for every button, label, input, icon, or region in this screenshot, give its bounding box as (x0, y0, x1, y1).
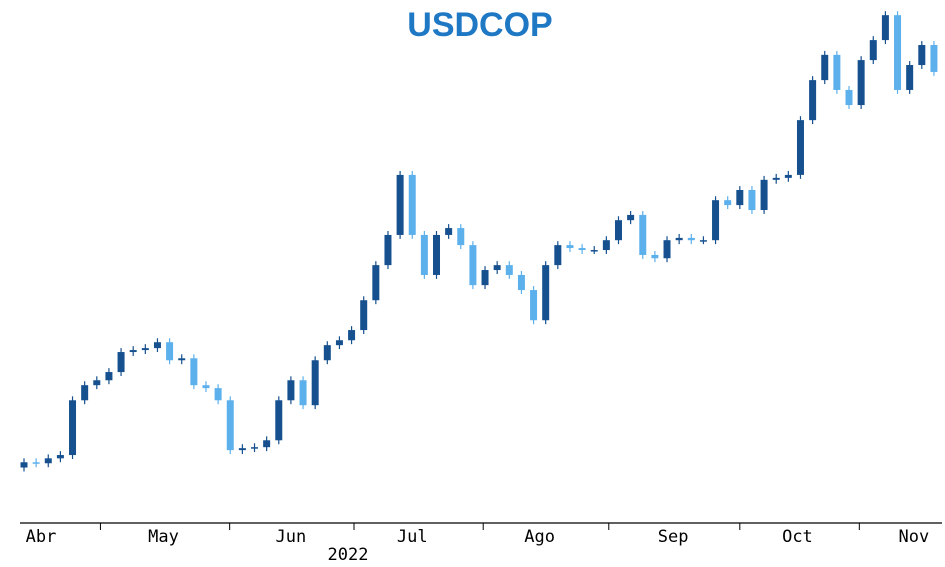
x-tick-label: May (148, 527, 179, 547)
candle-body (530, 290, 538, 321)
candle-body (469, 245, 477, 286)
x-tick-label: Jul (397, 527, 428, 547)
candle-body (178, 358, 186, 361)
candle-body (202, 385, 210, 389)
candle-body (554, 245, 562, 266)
candle-body (772, 177, 780, 180)
x-tick-label: Abr (26, 527, 57, 547)
candle-body (105, 372, 113, 381)
candle-body (639, 214, 647, 255)
candle-body (81, 385, 89, 401)
candle-body (44, 458, 52, 464)
candle-body (809, 80, 817, 121)
candle-body (627, 214, 635, 221)
x-tick-label: Jun (276, 527, 307, 547)
candle-body (724, 200, 732, 206)
candle-body (56, 455, 64, 459)
candle-body (687, 237, 695, 241)
candle-body (153, 342, 161, 349)
candle-body (20, 462, 28, 468)
candle-body (712, 200, 720, 241)
candle-body (906, 65, 914, 90)
candle-body (663, 240, 671, 259)
candle-body (348, 330, 356, 341)
candle-body (287, 380, 295, 401)
candle-body (129, 350, 137, 353)
candle-body (894, 15, 902, 90)
candle-body (699, 240, 707, 242)
candle-body (590, 250, 598, 252)
candle-body (384, 234, 392, 266)
candle-body (93, 380, 101, 386)
candle-body (372, 265, 380, 301)
candle-body (69, 400, 77, 456)
candle-body (614, 220, 622, 241)
candle-body (493, 265, 501, 271)
candle-body (505, 265, 513, 275)
candle-body (736, 190, 744, 206)
candle-body (857, 60, 865, 106)
candle-body (845, 89, 853, 106)
candle-body (311, 360, 319, 406)
candle-body (408, 174, 416, 235)
candle-body (226, 400, 234, 451)
candle-body (263, 440, 271, 448)
candle-body (275, 400, 283, 441)
candle-body (251, 447, 259, 449)
x-tick-label: Oct (782, 527, 813, 547)
candle-body (517, 274, 525, 291)
candle-body (335, 340, 343, 346)
candle-body (445, 228, 453, 235)
candle-body (918, 45, 926, 66)
candle-body (360, 300, 368, 331)
x-tick-label: Ago (524, 527, 555, 547)
x-tick-label: Sep (658, 527, 689, 547)
candle-body (869, 40, 877, 61)
candle-body (760, 179, 768, 211)
candle-body (578, 248, 586, 251)
candle-body (141, 348, 149, 351)
candle-body (166, 342, 174, 361)
candle-body (930, 45, 938, 72)
candle-body (396, 174, 404, 235)
candle-body (117, 352, 125, 373)
candle-body (748, 190, 756, 211)
candle-body (602, 240, 610, 251)
candle-body (796, 120, 804, 175)
candle-body (299, 380, 307, 406)
candle-body (323, 345, 331, 361)
candle-body (32, 462, 40, 464)
candle-body (833, 54, 841, 90)
candle-body (881, 15, 889, 41)
candle-body (420, 234, 428, 275)
candle-body (821, 54, 829, 81)
candle-body (190, 358, 198, 386)
candle-body (784, 174, 792, 178)
x-tick-label: Nov (899, 527, 930, 547)
candle-body (566, 245, 574, 249)
candle-body (481, 270, 489, 286)
candle-body (433, 234, 441, 275)
x-axis-label: 2022 (328, 545, 369, 565)
chart-title: USDCOP (407, 6, 552, 44)
candle-body (238, 448, 246, 451)
candle-body (214, 388, 222, 401)
candle-body (457, 228, 465, 246)
candle-body (542, 265, 550, 321)
candle-body (651, 254, 659, 259)
candle-body (675, 237, 683, 241)
